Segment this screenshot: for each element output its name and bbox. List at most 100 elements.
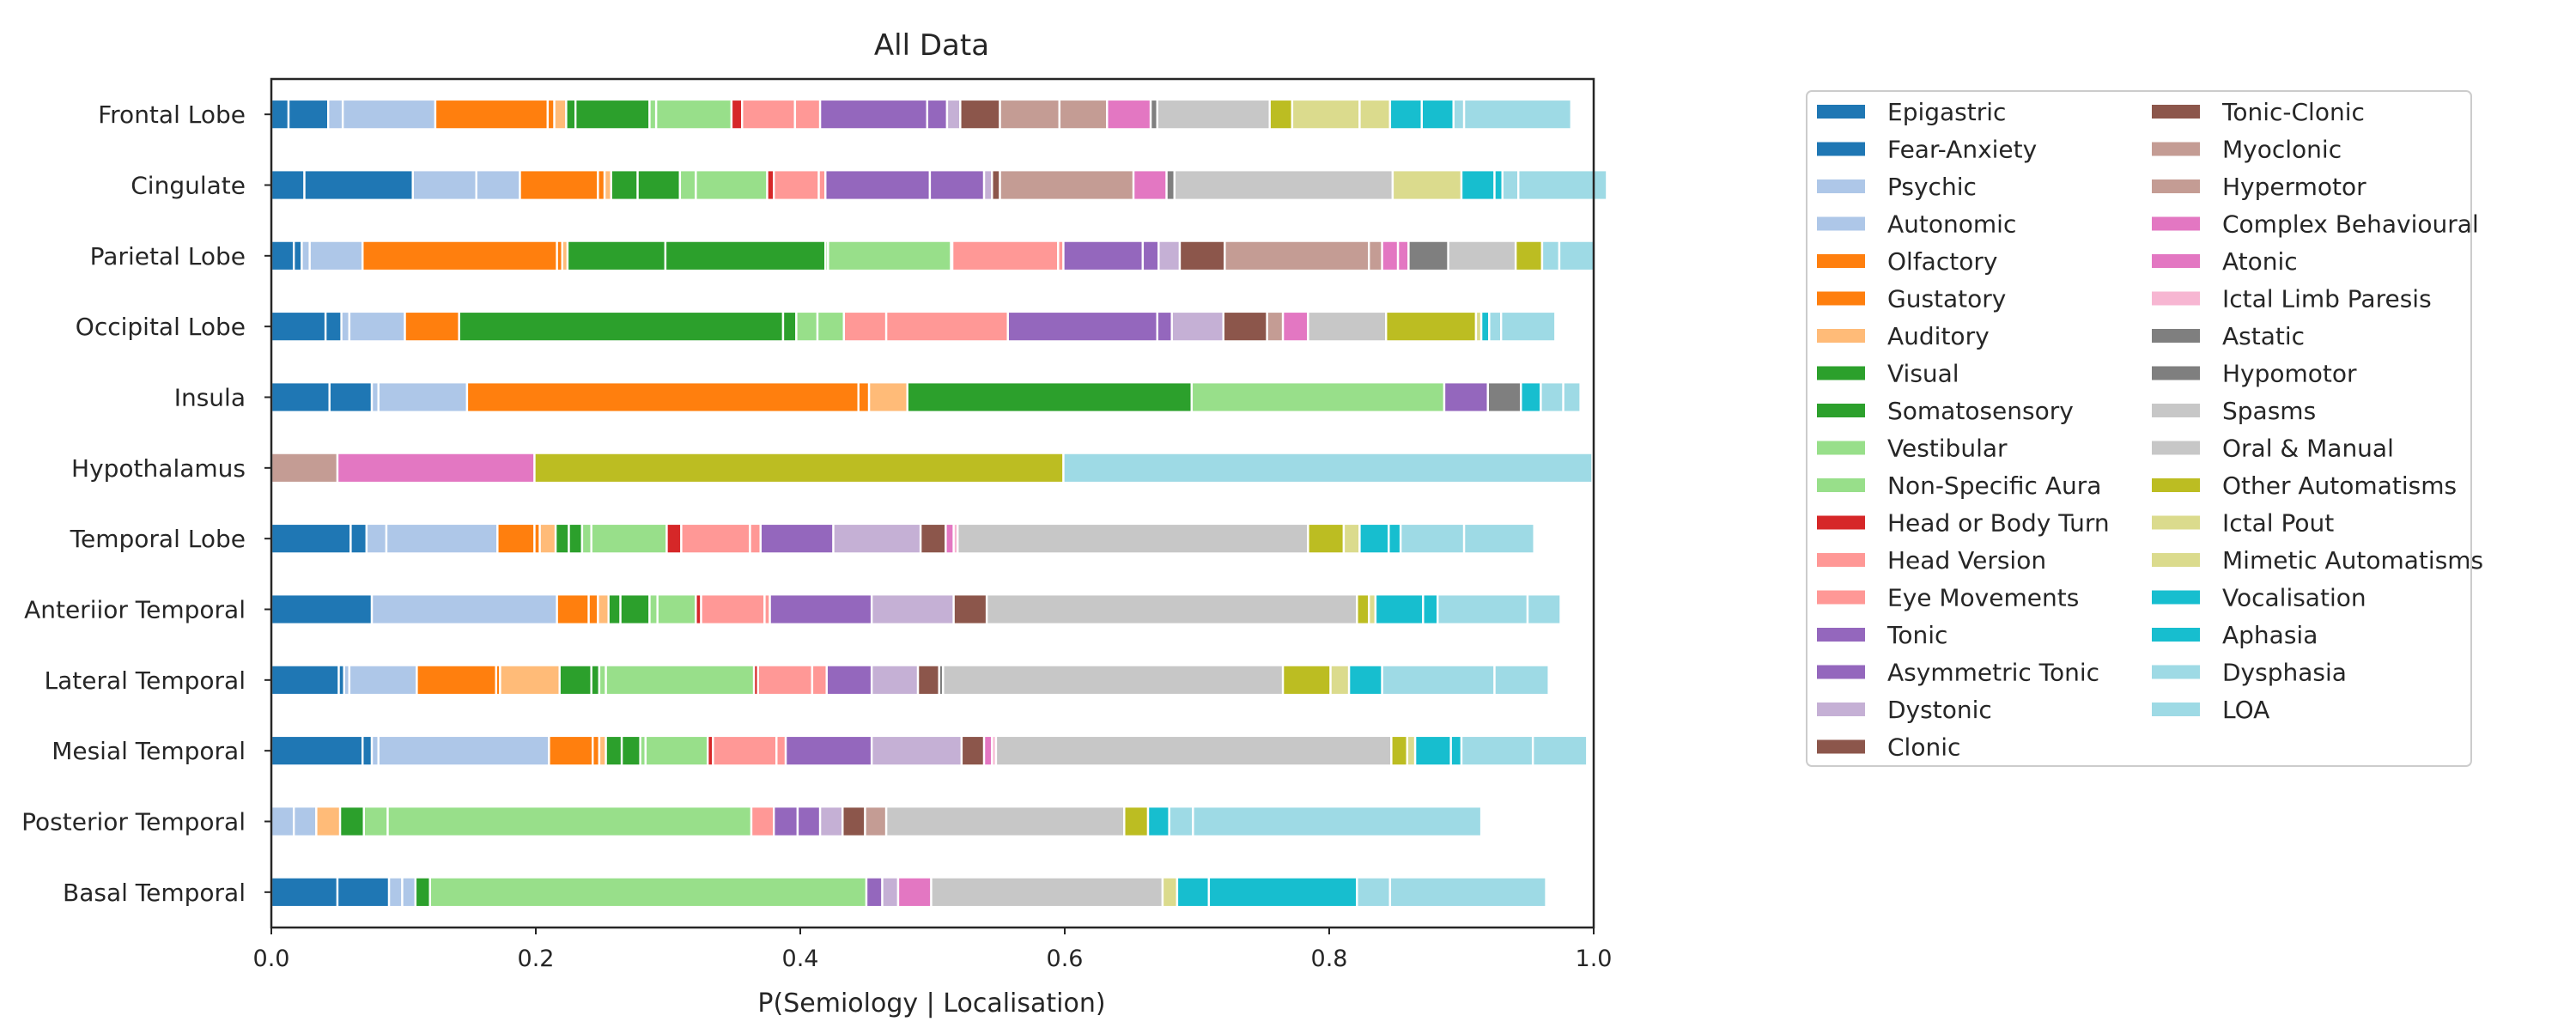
bar-segment-temporal-lobe-visual bbox=[554, 522, 570, 555]
legend-label: Dystonic bbox=[1887, 696, 1992, 724]
legend-item-head-or-body-turn: Head or Body Turn bbox=[1817, 509, 2110, 538]
bar-segment-cingulate-aphasia bbox=[1493, 169, 1504, 201]
bar-segment-lateral-temporal-tonic bbox=[825, 664, 873, 696]
bar-segment-parietal-lobe-complex-behavioural bbox=[1381, 240, 1400, 272]
bar-segment-parietal-lobe-oral-manual bbox=[1447, 240, 1517, 272]
bar-segment-frontal-lobe-vocalisation bbox=[1388, 98, 1423, 131]
bars-layer bbox=[270, 98, 1608, 909]
legend-item-visual: Visual bbox=[1817, 360, 1959, 388]
bar-segment-cingulate-somatosensory bbox=[636, 169, 682, 201]
bar-segment-cingulate-fear-anxiety bbox=[303, 169, 414, 201]
legend-item-olfactory: Olfactory bbox=[1817, 247, 1997, 276]
legend-item-astatic: Astatic bbox=[2152, 322, 2305, 350]
legend-label: Non-Specific Aura bbox=[1887, 471, 2101, 500]
legend-swatch bbox=[1817, 142, 1865, 156]
bar-segment-cingulate-asymmetric-tonic bbox=[928, 169, 986, 201]
bar-segment-mesial-temporal-non-specific-aura bbox=[644, 734, 709, 767]
y-tick-label-insula: Insula bbox=[174, 384, 246, 412]
bar-segment-parietal-lobe-asymmetric-tonic bbox=[1141, 240, 1160, 272]
bar-segment-basal-temporal-dysphasia bbox=[1356, 876, 1392, 909]
bar-segment-posterior-temporal-psychic bbox=[270, 806, 295, 837]
legend-swatch bbox=[1817, 216, 1865, 231]
legend-label: Visual bbox=[1887, 360, 1959, 388]
bar-segment-posterior-temporal-autonomic bbox=[292, 806, 318, 837]
bar-segment-parietal-lobe-dystonic bbox=[1157, 240, 1182, 272]
legend-label: Atonic bbox=[2222, 247, 2298, 276]
bar-segment-temporal-lobe-vocalisation bbox=[1358, 522, 1390, 555]
legend-swatch bbox=[1817, 628, 1865, 642]
bar-segment-frontal-lobe-other-automatisms bbox=[1268, 98, 1294, 131]
bar-segment-frontal-lobe-dystonic bbox=[945, 98, 962, 131]
bar-segment-temporal-lobe-spasms bbox=[957, 522, 1309, 555]
bar-segment-temporal-lobe-psychic bbox=[365, 522, 388, 555]
bar-segment-temporal-lobe-epigastric bbox=[270, 522, 352, 555]
bar-segment-occipital-lobe-tonic bbox=[1006, 310, 1159, 343]
x-tick-label: 0.8 bbox=[1311, 946, 1348, 972]
bar-segment-insula-non-specific-aura bbox=[1190, 381, 1446, 413]
legend-label: Oral & Manual bbox=[2222, 435, 2394, 463]
bar-segment-lateral-temporal-clonic bbox=[916, 664, 940, 696]
legend: Epigastric Fear-Anxiety Psychic Autonomic Ol… bbox=[1806, 90, 2483, 767]
bar-segment-temporal-lobe-somatosensory bbox=[568, 522, 584, 555]
legend-swatch bbox=[2152, 590, 2200, 605]
legend-swatch bbox=[2152, 105, 2200, 119]
legend-swatch bbox=[1817, 179, 1865, 193]
legend-label: Ictal Pout bbox=[2222, 509, 2334, 538]
legend-item-psychic: Psychic bbox=[1817, 173, 1977, 201]
legend-swatch bbox=[1817, 478, 1865, 492]
bar-segment-temporal-lobe-autonomic bbox=[385, 522, 499, 555]
bar-segment-cingulate-epigastric bbox=[270, 169, 306, 201]
bar-segment-occipital-lobe-olfactory bbox=[404, 310, 460, 343]
legend-label: Auditory bbox=[1887, 322, 1990, 350]
bar-segment-lateral-temporal-epigastric bbox=[270, 664, 340, 696]
legend-item-vocalisation: Vocalisation bbox=[2152, 584, 2366, 612]
bar-segment-hypothalamus-complex-behavioural bbox=[336, 452, 536, 484]
legend-item-hypomotor: Hypomotor bbox=[2152, 360, 2357, 388]
bar-segment-basal-temporal-ictal-pout bbox=[1161, 876, 1179, 909]
bar-segment-occipital-lobe-eye-movements bbox=[884, 310, 1009, 343]
legend-label: Tonic bbox=[1886, 621, 1947, 649]
bar-segment-occipital-lobe-visual bbox=[458, 310, 785, 343]
legend-label: Spasms bbox=[2222, 397, 2316, 425]
bar-segment-posterior-temporal-dysphasia bbox=[1168, 806, 1194, 837]
bar-segment-insula-olfactory bbox=[465, 381, 860, 413]
bar-segment-frontal-lobe-ictal-pout bbox=[1291, 98, 1361, 131]
bar-segment-lateral-temporal-olfactory bbox=[416, 664, 497, 696]
bar-segment-anteriior-temporal-visual bbox=[607, 593, 622, 625]
bar-segment-basal-temporal-psychic bbox=[387, 876, 404, 909]
bar-segment-posterior-temporal-non-specific-aura bbox=[386, 806, 753, 837]
bar-segment-parietal-lobe-atonic bbox=[1396, 240, 1410, 272]
bar-segment-frontal-lobe-complex-behavioural bbox=[1106, 98, 1152, 131]
legend-swatch bbox=[2152, 515, 2200, 530]
bar-segment-occipital-lobe-myoclonic bbox=[1266, 310, 1285, 343]
x-tick-label: 1.0 bbox=[1576, 946, 1613, 972]
bar-segment-lateral-temporal-other-automatisms bbox=[1281, 664, 1332, 696]
legend-label: Hypermotor bbox=[2222, 173, 2366, 201]
bar-segment-anteriior-temporal-auditory bbox=[597, 593, 610, 625]
bar-segment-occipital-lobe-epigastric bbox=[270, 310, 327, 343]
bar-segment-lateral-temporal-autonomic bbox=[348, 664, 418, 696]
bar-segment-anteriior-temporal-vocalisation bbox=[1374, 593, 1425, 625]
bar-segment-anteriior-temporal-autonomic bbox=[370, 593, 558, 625]
bar-segment-temporal-lobe-fear-anxiety bbox=[349, 522, 368, 555]
bar-segment-mesial-temporal-eye-movements bbox=[775, 734, 787, 767]
bar-segment-temporal-lobe-tonic bbox=[759, 522, 835, 555]
bar-segment-temporal-lobe-dysphasia bbox=[1399, 522, 1466, 555]
bar-segment-anteriior-temporal-head-version bbox=[700, 593, 766, 625]
bar-segment-parietal-lobe-astatic bbox=[1407, 240, 1449, 272]
legend-item-other-automatisms: Other Automatisms bbox=[2152, 471, 2457, 500]
y-tick-label-mesial-temporal: Mesial Temporal bbox=[52, 737, 246, 765]
bar-segment-posterior-temporal-myoclonic bbox=[864, 806, 888, 837]
legend-item-autonomic: Autonomic bbox=[1817, 210, 2016, 239]
bar-segment-temporal-lobe-vestibular bbox=[580, 522, 592, 555]
plot-area-frame bbox=[270, 77, 1595, 929]
bar-segment-temporal-lobe-clonic bbox=[919, 522, 947, 555]
bar-segment-frontal-lobe-somatosensory bbox=[574, 98, 651, 131]
bar-segment-mesial-temporal-ictal-pout bbox=[1406, 734, 1417, 767]
bar-segment-posterior-temporal-vocalisation bbox=[1146, 806, 1170, 837]
legend-label: Somatosensory bbox=[1887, 397, 2074, 425]
legend-swatch bbox=[2152, 665, 2200, 679]
legend-item-vestibular: Vestibular bbox=[1817, 435, 2008, 463]
bar-segment-lateral-temporal-head-version bbox=[756, 664, 814, 696]
bar-segment-parietal-lobe-fear-anxiety bbox=[292, 240, 303, 272]
